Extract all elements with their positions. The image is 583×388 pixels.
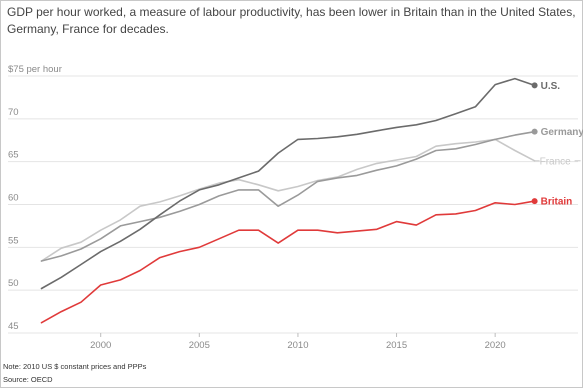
series-label-france: France: [540, 156, 572, 167]
series-line-britain: [40, 200, 536, 324]
y-axis-ticks: 45 50 55 60 65 70 $75 per hour: [8, 64, 62, 332]
end-marker-britain: [531, 198, 538, 205]
y-tick-label: 60: [8, 193, 19, 204]
y-tick-label: 65: [8, 150, 19, 161]
series-labels: U.S. Germany France Britain: [531, 81, 583, 208]
x-tick-label: 2015: [386, 340, 407, 351]
series-line-france: [40, 138, 536, 262]
series-label-britain: Britain: [541, 197, 573, 208]
gridlines: [8, 75, 578, 334]
chart-note: Note: 2010 US $ constant prices and PPPs: [3, 362, 147, 371]
end-marker-germany: [531, 128, 538, 135]
chart-title: GDP per hour worked, a measure of labour…: [7, 5, 576, 36]
series-line-us: [40, 77, 536, 290]
series-line-germany: [40, 130, 536, 262]
y-tick-label: 55: [8, 235, 19, 246]
end-marker-us: [531, 82, 538, 89]
series-label-germany: Germany: [541, 127, 583, 138]
series-label-us: U.S.: [541, 81, 561, 92]
x-axis-ticks: 2000 2005 2010 2015 2020: [90, 333, 506, 351]
series-lines: [40, 77, 536, 324]
y-tick-label: 45: [8, 321, 19, 332]
y-tick-label: 70: [8, 107, 19, 118]
y-tick-label: $75 per hour: [8, 64, 62, 75]
x-tick-label: 2005: [189, 340, 210, 351]
chart-source: Source: OECD: [3, 375, 53, 384]
y-tick-label: 50: [8, 278, 19, 289]
x-tick-label: 2020: [485, 340, 506, 351]
x-tick-label: 2000: [90, 340, 111, 351]
x-tick-label: 2010: [287, 340, 308, 351]
